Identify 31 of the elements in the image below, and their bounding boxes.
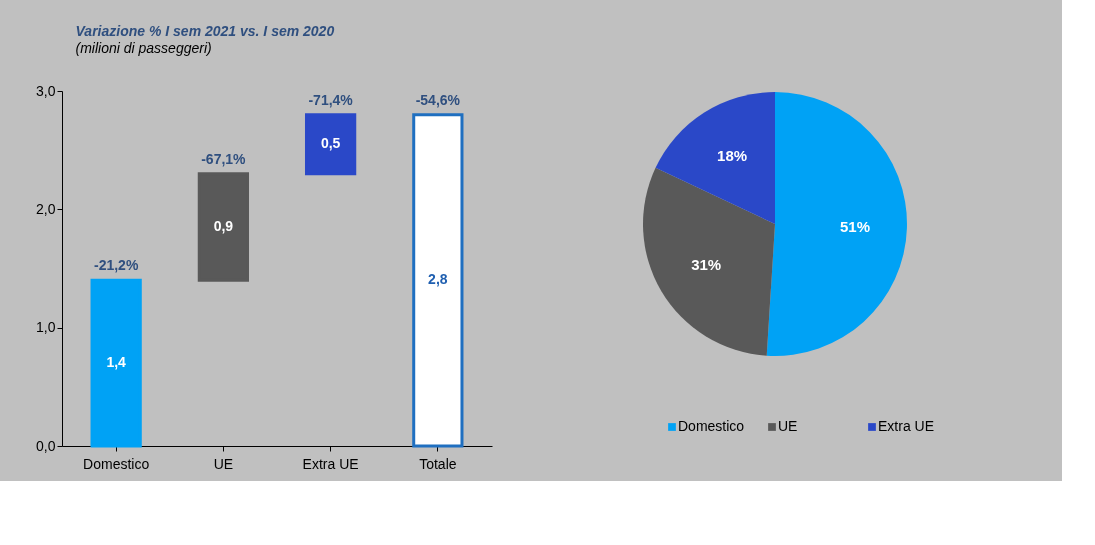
bar	[412, 113, 464, 448]
pie-slice	[766, 92, 907, 356]
annotation: -21,2%	[93, 257, 139, 274]
data-label: 31%	[691, 255, 722, 273]
pie-slice	[655, 92, 775, 224]
y-tick-label: 1,0	[36, 319, 56, 336]
bar	[304, 113, 357, 176]
x-tick-label: UE	[213, 455, 234, 472]
x-tick-label: Extra UE	[302, 455, 359, 472]
chart-title: Variazione % I sem 2021 vs. I sem 2020	[75, 23, 335, 39]
chart-subtitle: (milioni di passeggeri)	[75, 40, 212, 56]
legend-label: UE	[778, 418, 798, 434]
data-label: 2,8	[428, 271, 448, 288]
data-label: 18%	[717, 147, 748, 165]
y-tick-label: 3,0	[36, 82, 56, 99]
legend-label: Domestico	[678, 418, 745, 434]
annotation: -67,1%	[201, 150, 247, 167]
pie-slice	[643, 167, 775, 356]
legend-label: Extra UE	[878, 418, 935, 434]
data-label: 51%	[839, 217, 870, 235]
x-tick-label: Domestico	[83, 455, 150, 472]
data-label: 1,4	[106, 354, 127, 371]
data-label: 0,9	[213, 218, 234, 235]
data-label: 0,5	[320, 135, 341, 152]
bar	[90, 278, 142, 448]
annotation: -54,6%	[415, 91, 461, 108]
y-tick-label: 2,0	[36, 200, 56, 217]
y-tick-label: 0,0	[36, 437, 56, 454]
bar	[197, 172, 250, 282]
annotation: -71,4%	[308, 91, 354, 108]
x-tick-label: Totale	[419, 455, 457, 472]
